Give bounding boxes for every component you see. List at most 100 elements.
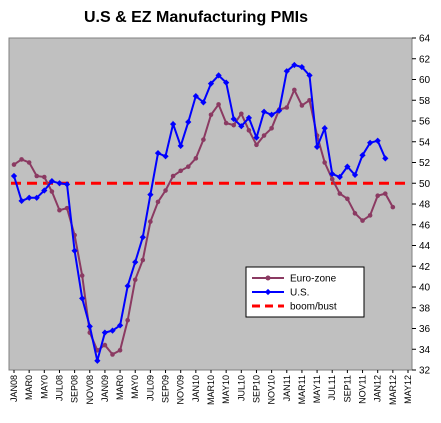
euro-zone-point: [360, 218, 365, 223]
euro-zone-point: [367, 213, 373, 218]
euro-zone-point: [117, 347, 123, 353]
u-s-point: [207, 80, 215, 87]
y-tick-label: 32: [419, 366, 431, 377]
u-s-point: [230, 115, 237, 123]
x-tick-label: JUL09: [145, 375, 155, 401]
u-s-point: [245, 114, 253, 121]
x-tick-label: SEP08: [70, 375, 80, 403]
y-tick-label: 60: [419, 75, 431, 86]
y-tick-label: 48: [419, 200, 431, 211]
u-s-point: [185, 118, 192, 126]
euro-zone-point: [64, 205, 70, 211]
euro-zone-point: [246, 128, 252, 133]
euro-zone-point: [26, 160, 32, 165]
legend-label-euro-zone: Euro-zone: [290, 274, 337, 285]
euro-zone-point: [178, 168, 183, 174]
legend-label-u-s: U.S.: [290, 288, 309, 299]
chart-title: U.S & EZ Manufacturing PMIs: [84, 9, 308, 26]
euro-zone-point: [148, 219, 153, 224]
y-tick-label: 54: [419, 137, 431, 148]
u-s-point: [374, 137, 381, 144]
euro-zone-point: [307, 97, 312, 103]
u-s-point: [116, 322, 124, 329]
u-s-series-line: [13, 63, 387, 361]
euro-zone-point: [57, 207, 62, 213]
x-tick-label: NOV09: [176, 375, 186, 405]
x-tick-label: MAY12: [403, 375, 413, 404]
euro-zone-point: [390, 204, 396, 210]
x-tick-label: SEP09: [161, 375, 171, 403]
legend-label-boom-bust: boom/bust: [290, 302, 337, 313]
u-s-point: [276, 107, 283, 114]
euro-zone-point: [216, 102, 221, 107]
y-tick-label: 42: [419, 262, 431, 273]
y-tick-label: 34: [419, 345, 431, 356]
y-tick-label: 38: [419, 303, 431, 314]
u-s-point: [33, 194, 40, 201]
u-s-point: [162, 153, 169, 160]
u-s-point: [48, 178, 56, 185]
euro-zone-point: [140, 257, 146, 263]
u-s-point: [215, 72, 222, 79]
x-tick-label: MAY0: [39, 375, 49, 399]
euro-zone-point: [322, 160, 327, 165]
euro-zone-point: [125, 317, 130, 323]
euro-zone-point: [193, 156, 199, 161]
euro-zone-point: [102, 342, 108, 348]
y-tick-label: 40: [419, 283, 431, 294]
x-tick-label: JUL10: [236, 375, 246, 401]
u-s-point: [10, 172, 18, 180]
y-tick-label: 36: [419, 324, 431, 335]
x-tick-label: MAY10: [221, 375, 231, 404]
euro-zone-point: [292, 87, 297, 93]
u-s-point: [124, 282, 131, 290]
u-s-point: [329, 170, 336, 178]
u-s-point: [94, 357, 101, 364]
euro-zone-point: [345, 196, 350, 202]
euro-zone-point: [329, 176, 335, 182]
x-tick-label: MAR0: [24, 375, 34, 400]
x-tick-label: JUL08: [54, 375, 64, 401]
euro-zone-point: [49, 189, 55, 194]
x-tick-label: MAR0: [115, 375, 125, 400]
x-tick-label: NOV11: [358, 375, 368, 404]
euro-zone-point: [42, 174, 47, 180]
y-tick-label: 50: [419, 179, 431, 190]
u-s-point: [253, 134, 260, 141]
x-tick-label: MAY11: [312, 375, 322, 403]
x-tick-label: JAN12: [373, 375, 383, 402]
x-tick-label: SEP11: [342, 375, 352, 402]
y-tick-label: 46: [419, 220, 431, 231]
euro-zone-point: [284, 105, 290, 110]
euro-zone-point: [79, 273, 85, 278]
x-tick-label: JAN11: [282, 375, 292, 401]
euro-zone-point: [208, 112, 214, 118]
euro-zone-point: [261, 133, 267, 138]
euro-zone-point: [11, 162, 17, 167]
x-tick-label: JAN10: [191, 375, 201, 402]
euro-zone-point: [375, 193, 380, 198]
euro-zone-point: [185, 164, 191, 169]
euro-zone-point: [163, 188, 168, 193]
euro-zone-point: [34, 173, 40, 179]
x-tick-label: MAR12: [388, 375, 398, 405]
legend-marker-u-s: [264, 288, 272, 296]
legend-marker-euro-zone: [265, 275, 271, 281]
x-tick-label: MAY0: [130, 375, 140, 399]
x-axis: JAN08 MAR0 MAY0 JUL08 SEP08 NOV08 JAN09 MAR0 MAY…: [9, 370, 413, 405]
y-tick-label: 52: [419, 158, 431, 169]
euro-zone-point: [110, 352, 115, 357]
u-s-point: [306, 72, 313, 79]
u-s-point: [41, 187, 48, 194]
euro-zone-point: [19, 157, 24, 162]
y-axis: 32 34 36 38 40 42 44 46 48 50 52 54 56 58 60 62 64: [412, 34, 431, 377]
y-tick-label: 56: [419, 117, 431, 128]
x-tick-label: JAN09: [100, 375, 110, 402]
euro-zone-point: [231, 122, 237, 128]
y-tick-label: 44: [419, 241, 431, 252]
euro-zone-point: [170, 173, 176, 179]
u-s-point: [260, 108, 268, 115]
x-tick-label: SEP10: [251, 375, 261, 403]
